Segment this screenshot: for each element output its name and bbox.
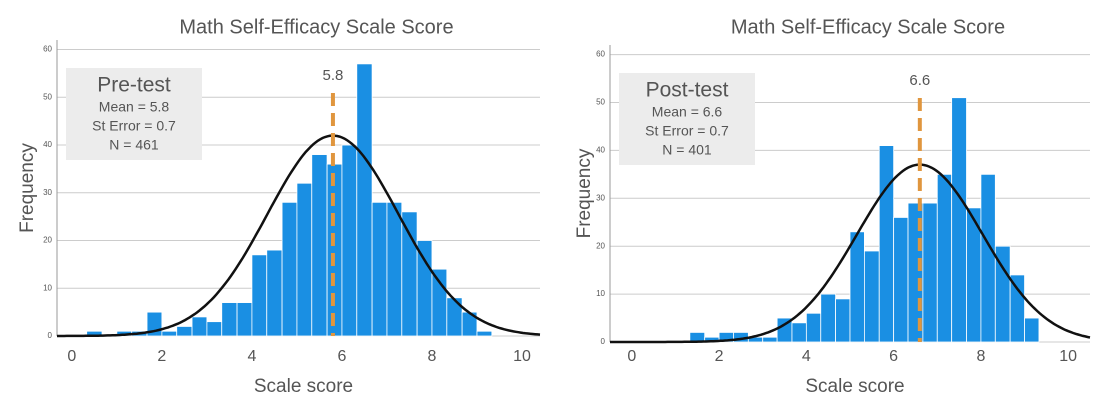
- x-tick-label: 8: [976, 348, 985, 365]
- x-tick-label: 6: [889, 348, 898, 365]
- x-tick-label: 2: [715, 348, 724, 365]
- y-tick-label: 40: [596, 145, 605, 154]
- bar: [791, 322, 807, 343]
- bar: [863, 250, 880, 343]
- y-tick-label: 10: [596, 289, 605, 298]
- y-tick-label: 10: [43, 283, 52, 292]
- bar: [1024, 317, 1040, 343]
- stats-line: Mean = 6.6: [652, 104, 723, 120]
- x-tick-label: 10: [1059, 348, 1077, 365]
- bar: [476, 330, 493, 337]
- bar: [341, 144, 358, 337]
- x-tick-label: 6: [337, 348, 346, 365]
- x-tick-label: 0: [627, 348, 636, 365]
- stats-line: St Error = 0.7: [645, 123, 729, 139]
- chart-title: Math Self-Efficacy Scale Score: [731, 16, 1005, 38]
- y-tick-label: 30: [596, 193, 605, 202]
- bar: [206, 321, 223, 337]
- bar: [431, 268, 448, 337]
- bar: [356, 63, 373, 337]
- bar: [805, 312, 822, 343]
- bar: [251, 254, 268, 337]
- bar: [878, 145, 895, 343]
- bar: [371, 201, 388, 337]
- bar: [1009, 274, 1025, 343]
- x-tick-label: 8: [428, 348, 437, 365]
- stats-line: Mean = 5.8: [99, 99, 170, 115]
- stats-title: Pre-test: [97, 74, 171, 97]
- bar: [281, 201, 298, 337]
- x-tick-label: 0: [67, 348, 76, 365]
- normal-curve: [57, 134, 541, 338]
- stats-box: [66, 68, 202, 160]
- bar: [922, 202, 938, 343]
- y-tick-label: 50: [596, 98, 605, 107]
- chart: Math Self-Efficacy Scale Score Scale scor…: [574, 16, 1091, 397]
- bar: [161, 330, 178, 337]
- stats-line: N = 401: [662, 142, 712, 158]
- bar: [221, 302, 238, 337]
- bar: [849, 231, 865, 343]
- x-axis-label: Scale score: [254, 376, 353, 397]
- bar: [416, 240, 433, 337]
- chart-title: Math Self-Efficacy Scale Score: [179, 16, 453, 38]
- bar: [762, 336, 778, 343]
- x-tick-label: 4: [802, 348, 811, 365]
- bar: [311, 154, 328, 337]
- y-tick-label: 20: [43, 236, 52, 245]
- bar: [266, 249, 283, 337]
- stats-line: N = 461: [109, 137, 159, 153]
- y-axis-label: Frequency: [17, 143, 38, 233]
- x-tick-label: 10: [513, 348, 531, 365]
- bar: [386, 201, 403, 337]
- stats-title: Post-test: [646, 79, 729, 102]
- y-axis-label: Frequency: [574, 148, 595, 238]
- y-tick-label: 20: [596, 241, 605, 250]
- bar: [951, 97, 967, 343]
- bar: [236, 302, 253, 337]
- bar: [893, 217, 909, 343]
- bar: [980, 173, 996, 343]
- x-axis-label: Scale score: [805, 376, 904, 397]
- y-tick-label: 0: [48, 331, 53, 340]
- bar: [326, 163, 343, 337]
- y-tick-label: 0: [601, 337, 606, 346]
- y-tick-label: 50: [43, 92, 52, 101]
- bar: [401, 211, 418, 337]
- bar: [820, 293, 837, 343]
- stats-box: [619, 73, 755, 165]
- normal-curve: [610, 163, 1091, 344]
- y-tick-label: 60: [596, 50, 605, 59]
- bar: [191, 316, 208, 337]
- mean-label: 6.6: [909, 72, 930, 89]
- mean-label: 5.8: [323, 67, 344, 84]
- stats-line: St Error = 0.7: [92, 118, 176, 134]
- y-tick-label: 40: [43, 140, 52, 149]
- x-tick-label: 2: [157, 348, 166, 365]
- chart: Math Self-Efficacy Scale Score Scale scor…: [17, 16, 541, 397]
- bar: [176, 326, 193, 337]
- bar: [936, 173, 953, 343]
- x-tick-label: 4: [247, 348, 256, 365]
- y-tick-label: 60: [43, 45, 52, 54]
- y-tick-label: 30: [43, 188, 52, 197]
- bar: [296, 182, 313, 337]
- bar: [835, 298, 851, 343]
